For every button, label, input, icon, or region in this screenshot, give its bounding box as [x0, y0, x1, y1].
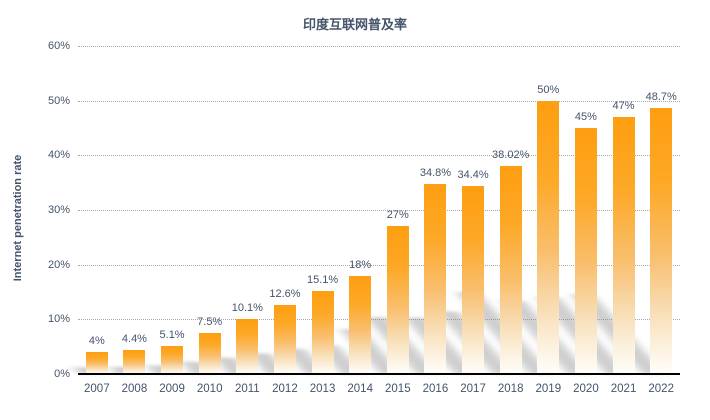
y-tick-label: 0% — [54, 368, 70, 380]
grid-line — [78, 46, 680, 47]
x-tick-label: 2021 — [610, 383, 637, 395]
x-tick-label: 2011 — [234, 383, 260, 395]
bar-value-label: 7.5% — [197, 316, 223, 328]
bar-value-label: 4.4% — [121, 332, 147, 345]
x-axis-line — [78, 373, 680, 375]
bar — [198, 333, 221, 374]
bar — [650, 107, 673, 374]
grid-line — [78, 319, 680, 321]
x-tick-label: 2017 — [460, 383, 486, 395]
bar-value-label: 50% — [537, 83, 560, 96]
bar — [85, 352, 108, 374]
x-tick-label: 2014 — [347, 383, 373, 395]
bar-value-label: 5.1% — [159, 329, 185, 342]
bar — [537, 100, 560, 374]
x-tick-label: 2022 — [648, 383, 674, 395]
x-tick-label: 2010 — [196, 383, 223, 395]
y-tick-label: 50% — [47, 94, 70, 107]
bar-value-label: 34.4% — [457, 168, 489, 181]
bar-value-label: 15.1% — [306, 274, 339, 287]
x-tick-label: 2020 — [573, 383, 599, 395]
bar — [236, 318, 259, 374]
bar-value-label: 27% — [386, 209, 409, 222]
x-tick-label: 2007 — [84, 383, 110, 395]
x-tick-label: 2009 — [159, 383, 185, 395]
bar — [349, 275, 372, 374]
y-tick-label: 30% — [47, 204, 70, 216]
x-tick-label: 2018 — [497, 383, 524, 395]
bar — [574, 128, 597, 374]
x-tick-label: 2015 — [385, 383, 411, 395]
bar — [311, 291, 334, 374]
x-tick-label: 2016 — [422, 383, 449, 395]
x-tick-label: 2008 — [121, 383, 148, 395]
y-tick-label: 10% — [47, 313, 70, 326]
grid-line — [78, 210, 680, 211]
bar-value-label: 45% — [574, 111, 597, 123]
grid-line — [78, 100, 680, 102]
bar — [612, 117, 635, 374]
bar-value-label: 4% — [88, 335, 105, 348]
x-tick-label: 2012 — [272, 383, 298, 395]
bar-value-label: 48.7% — [645, 90, 677, 103]
bar — [462, 185, 485, 374]
grid-line — [78, 155, 680, 157]
bar — [386, 226, 409, 374]
bar — [499, 166, 522, 374]
bar — [123, 349, 146, 374]
x-tick-label: 2013 — [309, 383, 336, 395]
bar-value-label: 38.02% — [492, 149, 530, 162]
bar — [424, 183, 447, 374]
y-tick-label: 20% — [47, 258, 70, 271]
bar — [273, 305, 296, 374]
y-tick-label: 60% — [47, 40, 70, 52]
bar-value-label: 34.8% — [419, 166, 452, 179]
y-tick-label: 40% — [47, 149, 70, 162]
bar-value-label: 10.1% — [231, 301, 263, 314]
plot-area: 4% 4.4% 5.1% 7.5% 10.1% 12.6% 15.1% 18% 27% 34.8%… — [72, 46, 680, 375]
grid-line — [78, 264, 680, 266]
bar-value-label: 47% — [612, 100, 635, 113]
y-axis-title: Internet penetration rate — [12, 154, 24, 282]
bar-value-label: 12.6% — [269, 288, 301, 301]
bar — [161, 346, 184, 374]
chart-title: 印度互联网普及率 — [302, 17, 407, 32]
bar-value-label: 18% — [349, 258, 372, 271]
x-tick-label: 2019 — [535, 383, 562, 395]
